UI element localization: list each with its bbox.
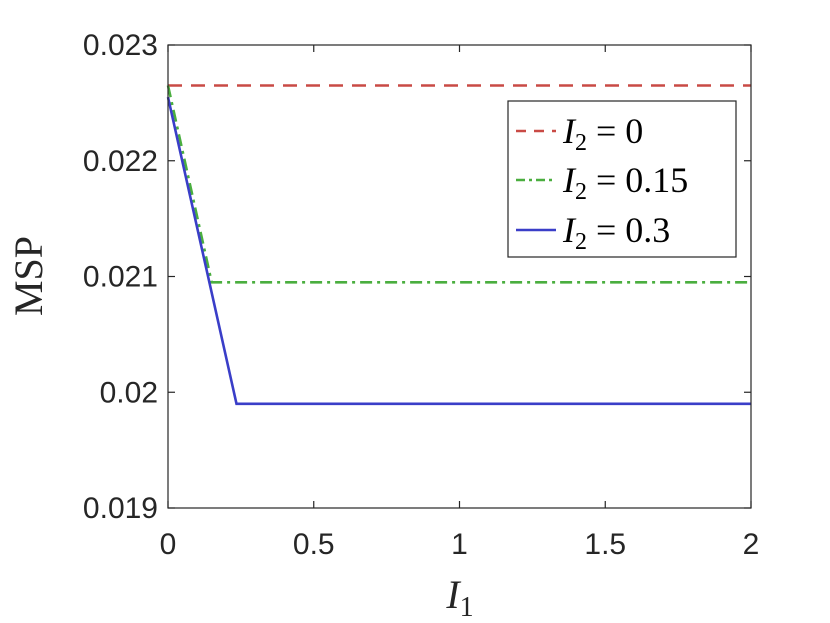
y-tick-label: 0.019 (83, 492, 158, 525)
series-layer (166, 84, 751, 406)
legend: I2 = 0I2 = 0.15 I2 = 0.3 (507, 100, 737, 258)
y-tick-label: 0.02 (100, 376, 158, 409)
y-axis-label: MSP (6, 236, 51, 316)
y-tick-label: 0.023 (83, 29, 158, 62)
y-tick-label: 0.022 (83, 145, 158, 178)
legend-label-1: I2 = 0 (562, 111, 643, 156)
x-tick-label: 1.5 (584, 528, 626, 561)
legend-label-3: I2 = 0.3 (562, 210, 670, 255)
x-tick-label: 1 (451, 528, 468, 561)
series-line-2 (166, 85, 751, 284)
ticks: 0 0.5 1 1.5 2 0.019 0.02 0.021 0.022 0.023 (83, 29, 759, 561)
x-axis-label: I1 (445, 572, 473, 623)
x-tick-label: 0 (160, 528, 177, 561)
x-tick-label: 2 (743, 528, 760, 561)
series-line-3 (166, 96, 751, 406)
y-tick-label: 0.021 (83, 261, 158, 294)
x-tick-label: 0.5 (293, 528, 335, 561)
legend-label-2: I2 = 0.15 (562, 160, 688, 205)
